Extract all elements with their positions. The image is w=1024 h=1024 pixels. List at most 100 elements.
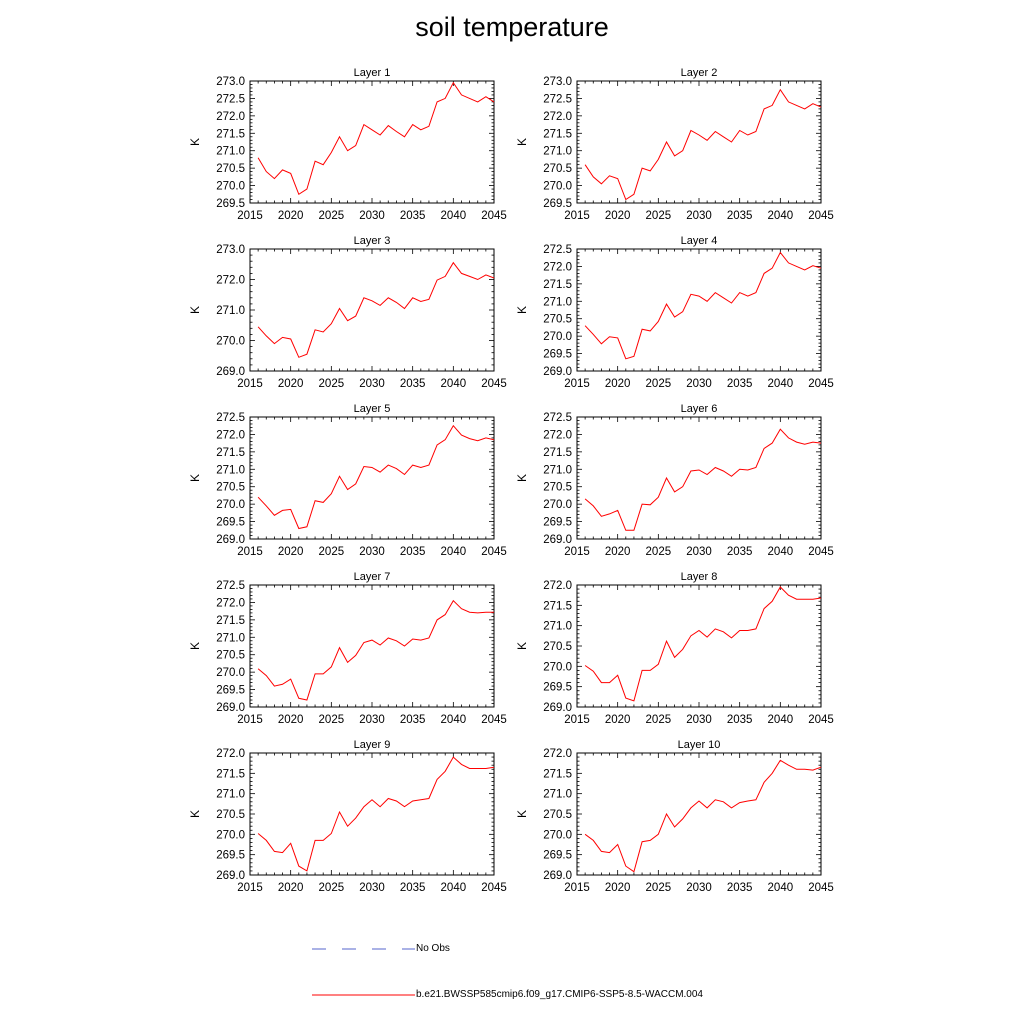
legend-obs-label: No Obs [416, 943, 450, 954]
panel-title: Layer 1 [354, 67, 391, 79]
x-tick-label: 2045 [481, 714, 507, 726]
chart-panel-3: Layer 3 2015 2020 2025 2030 2035 2040 2045 269.0… [188, 235, 507, 390]
plot-frame [249, 752, 495, 876]
y-tick-label: 271.5 [216, 615, 245, 627]
y-tick-label: 272.5 [543, 93, 572, 105]
x-tick-label: 2030 [686, 378, 712, 390]
y-tick-label: 270.0 [216, 499, 245, 511]
y-tick-label: 270.5 [543, 641, 572, 653]
x-tick-label: 2015 [564, 546, 590, 558]
y-tick-label: 271.0 [216, 464, 245, 476]
x-tick-label: 2035 [727, 882, 753, 894]
figure-title: soil temperature [415, 12, 609, 42]
y-tick-label: 272.5 [216, 580, 245, 592]
y-tick-label: 271.5 [216, 128, 245, 140]
y-tick-label: 271.5 [543, 600, 572, 612]
y-tick-label: 270.5 [216, 163, 245, 175]
series-line [257, 424, 495, 530]
x-tick-label: 2040 [768, 546, 794, 558]
x-tick-label: 2030 [686, 210, 712, 222]
panel-title: Layer 4 [681, 235, 718, 247]
plot-frame [249, 416, 495, 540]
x-tick-label: 2025 [319, 882, 345, 894]
y-tick-label: 271.0 [216, 789, 245, 801]
y-tick-label: 271.5 [216, 768, 245, 780]
chart-panel-2: Layer 2 2015 2020 2025 2030 2035 2040 2045 269.5… [515, 67, 834, 222]
y-tick-label: 272.0 [543, 261, 572, 273]
y-tick-label: 270.0 [216, 829, 245, 841]
chart-panel-9: Layer 9 2015 2020 2025 2030 2035 2040 2045 269.0… [188, 739, 507, 894]
x-tick-label: 2035 [400, 546, 426, 558]
panel-title: Layer 10 [678, 739, 721, 751]
x-tick-label: 2020 [278, 882, 304, 894]
x-tick-label: 2040 [441, 210, 467, 222]
x-tick-label: 2025 [319, 378, 345, 390]
x-tick-label: 2020 [605, 714, 631, 726]
x-tick-label: 2015 [237, 378, 263, 390]
chart-panel-1: Layer 1 2015 2020 2025 2030 2035 2040 2045 269.5… [188, 67, 507, 222]
y-axis-label: K [515, 138, 529, 146]
y-tick-label: 270.0 [543, 499, 572, 511]
y-tick-label: 272.0 [543, 748, 572, 760]
y-tick-label: 272.5 [543, 412, 572, 424]
x-tick-label: 2040 [768, 714, 794, 726]
series-line [257, 261, 495, 358]
x-tick-label: 2025 [646, 210, 672, 222]
series-line [584, 759, 822, 873]
y-tick-label: 271.5 [543, 128, 572, 140]
x-tick-label: 2030 [359, 210, 385, 222]
y-tick-label: 269.0 [216, 702, 245, 714]
y-tick-label: 271.0 [543, 464, 572, 476]
x-tick-label: 2040 [441, 378, 467, 390]
y-tick-label: 269.5 [216, 685, 245, 697]
plot-frame [576, 416, 822, 540]
x-tick-label: 2035 [727, 714, 753, 726]
y-tick-label: 269.5 [543, 198, 572, 210]
y-tick-label: 269.5 [543, 349, 572, 361]
y-tick-label: 271.5 [543, 279, 572, 291]
y-tick-label: 270.0 [216, 667, 245, 679]
y-tick-label: 272.0 [216, 111, 245, 123]
y-tick-label: 272.0 [543, 429, 572, 441]
y-tick-label: 271.0 [543, 296, 572, 308]
x-tick-label: 2035 [400, 378, 426, 390]
series-line [584, 586, 822, 702]
x-tick-label: 2025 [646, 714, 672, 726]
x-tick-label: 2030 [686, 546, 712, 558]
y-axis-label: K [515, 474, 529, 482]
series-line [257, 756, 495, 872]
x-tick-label: 2035 [400, 714, 426, 726]
y-tick-label: 269.0 [543, 366, 572, 378]
y-tick-label: 270.5 [216, 482, 245, 494]
x-tick-label: 2030 [686, 882, 712, 894]
legend-model: b.e21.BWSSP585cmip6.f09_g17.CMIP6-SSP5-8… [312, 987, 732, 1003]
y-tick-label: 272.5 [543, 244, 572, 256]
x-tick-label: 2045 [808, 546, 834, 558]
x-tick-label: 2020 [278, 714, 304, 726]
y-tick-label: 271.0 [543, 146, 572, 158]
y-tick-label: 269.5 [216, 198, 245, 210]
x-tick-label: 2015 [237, 714, 263, 726]
y-tick-label: 269.5 [543, 517, 572, 529]
x-tick-label: 2020 [278, 546, 304, 558]
y-tick-label: 272.0 [216, 429, 245, 441]
plot-frame [576, 584, 822, 708]
x-tick-label: 2020 [605, 378, 631, 390]
y-axis-label: K [188, 474, 202, 482]
y-tick-label: 271.5 [543, 447, 572, 459]
chart-panel-7: Layer 7 2015 2020 2025 2030 2035 2040 2045 269.0… [188, 571, 507, 726]
series-line [584, 428, 822, 531]
x-tick-label: 2040 [441, 714, 467, 726]
y-tick-label: 269.0 [216, 534, 245, 546]
x-tick-label: 2030 [359, 714, 385, 726]
y-axis-label: K [515, 306, 529, 314]
y-tick-label: 271.5 [543, 768, 572, 780]
y-tick-label: 269.5 [543, 850, 572, 862]
x-tick-label: 2015 [564, 378, 590, 390]
y-tick-label: 270.5 [543, 809, 572, 821]
y-tick-label: 270.0 [543, 661, 572, 673]
x-tick-label: 2015 [564, 882, 590, 894]
x-tick-label: 2040 [768, 882, 794, 894]
y-tick-label: 272.0 [216, 597, 245, 609]
